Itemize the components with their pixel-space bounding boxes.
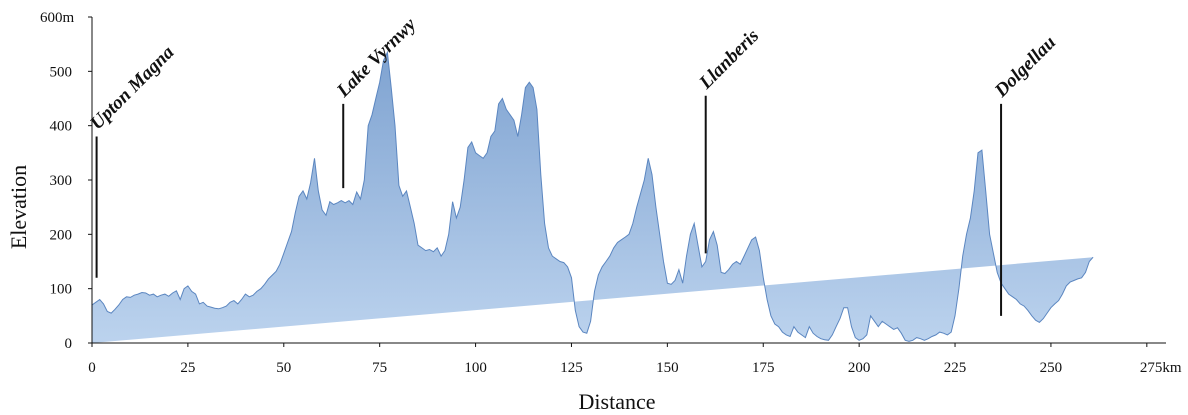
x-tick-label: 275km bbox=[1140, 360, 1182, 376]
x-tick-label: 250 bbox=[1040, 360, 1063, 376]
x-tick-label: 150 bbox=[656, 360, 679, 376]
y-axis-ticks: 0 100 200 300 400 500 600m bbox=[40, 10, 92, 352]
x-axis-ticks: 0 25 50 75 100 125 150 175 200 225 250 275km bbox=[88, 343, 1182, 376]
x-tick-label: 75 bbox=[372, 360, 387, 376]
y-tick-label: 500 bbox=[50, 64, 73, 80]
y-tick-label: 0 bbox=[65, 336, 73, 352]
x-tick-label: 100 bbox=[464, 360, 487, 376]
place-label: Upton Magna bbox=[86, 42, 178, 134]
x-tick-label: 0 bbox=[88, 360, 96, 376]
y-tick-label: 300 bbox=[50, 173, 73, 189]
x-axis-title: Distance bbox=[579, 389, 656, 414]
y-tick-label: 600m bbox=[40, 10, 75, 26]
x-tick-label: 25 bbox=[180, 360, 195, 376]
x-tick-label: 175 bbox=[752, 360, 775, 376]
place-label: Llanberis bbox=[695, 25, 764, 94]
y-axis-title: Elevation bbox=[6, 165, 31, 249]
x-tick-label: 50 bbox=[276, 360, 291, 376]
elevation-area bbox=[92, 52, 1094, 344]
place-annotations: Upton Magna Lake Vyrnwy Llanberis Dolgellau bbox=[86, 14, 1060, 316]
y-tick-label: 200 bbox=[50, 227, 73, 243]
x-tick-label: 125 bbox=[560, 360, 583, 376]
y-tick-label: 100 bbox=[50, 282, 73, 298]
elevation-line bbox=[91, 50, 1094, 342]
x-tick-label: 225 bbox=[944, 360, 967, 376]
y-tick-label: 400 bbox=[50, 119, 73, 135]
place-label: Lake Vyrnwy bbox=[332, 14, 420, 102]
place-label: Dolgellau bbox=[990, 32, 1060, 102]
x-tick-label: 200 bbox=[848, 360, 871, 376]
